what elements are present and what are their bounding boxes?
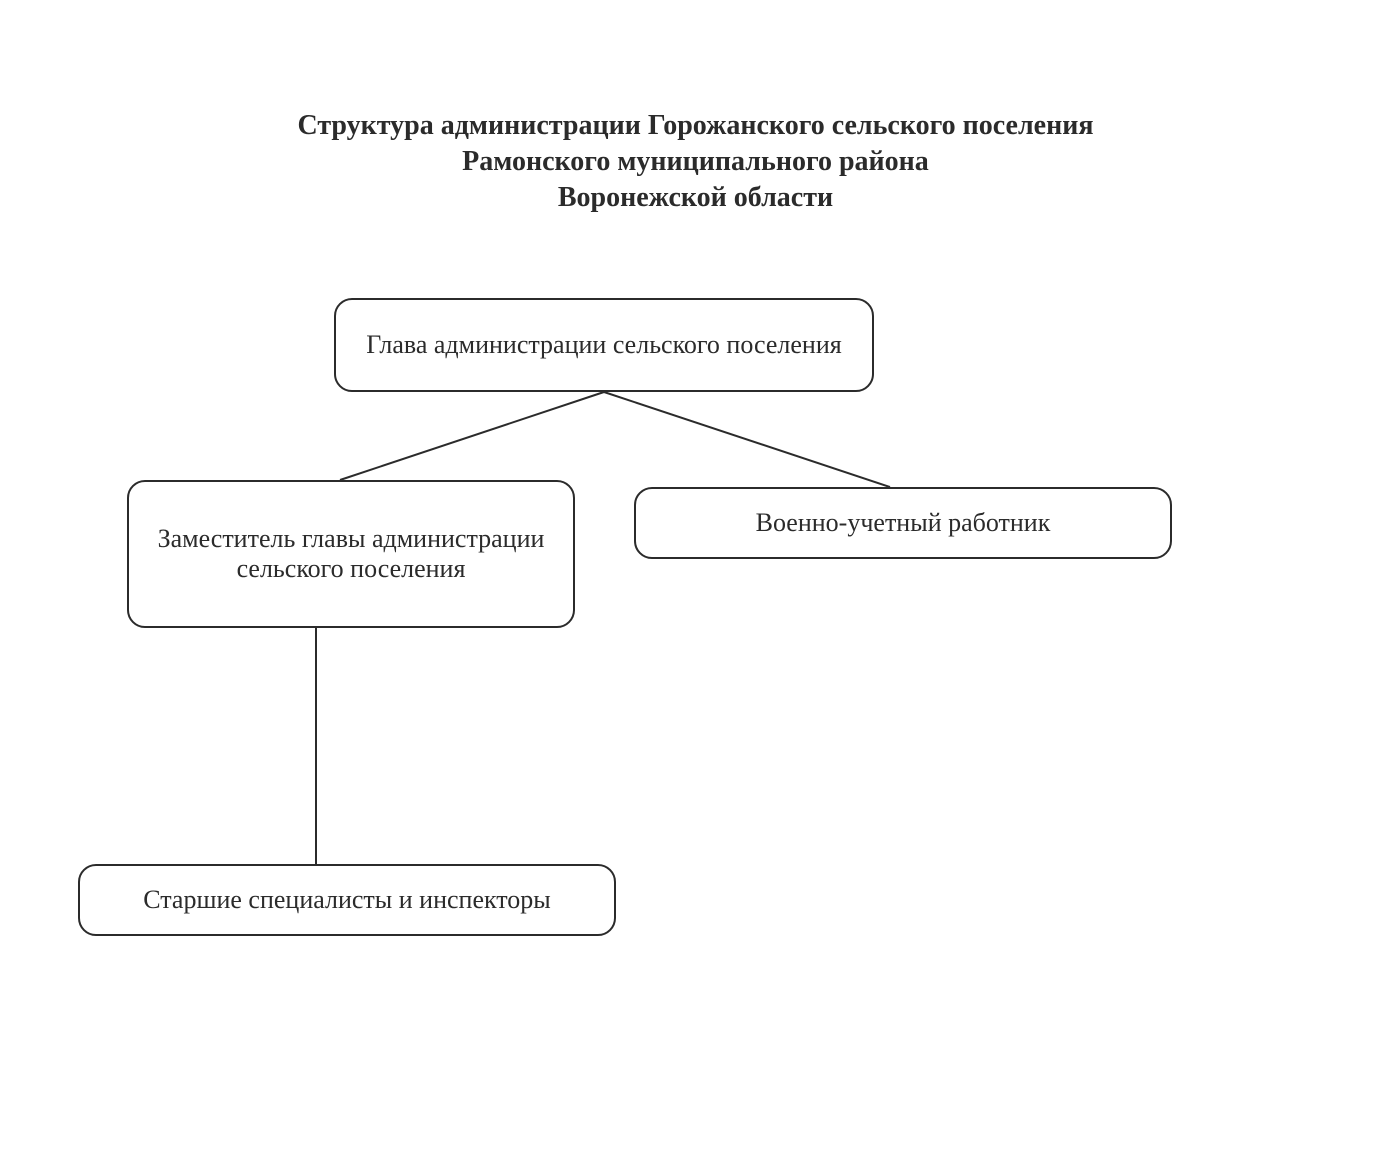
title-line-1: Структура администрации Горожанского сел… — [0, 108, 1391, 144]
edge-head-military — [604, 392, 890, 487]
title-line-2: Рамонского муниципального района — [0, 144, 1391, 180]
node-deputy-label: Заместитель главы администрации сельског… — [143, 524, 559, 584]
node-head: Глава администрации сельского поселения — [334, 298, 874, 392]
page-title: Структура администрации Горожанского сел… — [0, 108, 1391, 215]
node-specialists-label: Старшие специалисты и инспекторы — [143, 885, 551, 915]
edge-head-deputy — [340, 392, 604, 480]
org-chart-canvas: Структура администрации Горожанского сел… — [0, 0, 1391, 1151]
node-specialists: Старшие специалисты и инспекторы — [78, 864, 616, 936]
node-military: Военно-учетный работник — [634, 487, 1172, 559]
node-deputy: Заместитель главы администрации сельског… — [127, 480, 575, 628]
node-head-label: Глава администрации сельского поселения — [366, 330, 841, 360]
node-military-label: Военно-учетный работник — [756, 508, 1051, 538]
title-line-3: Воронежской области — [0, 180, 1391, 216]
